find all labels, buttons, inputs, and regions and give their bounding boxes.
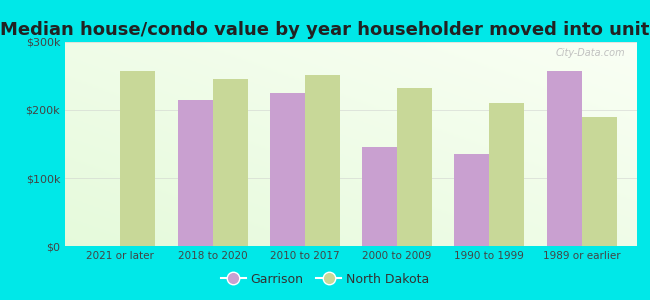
Bar [489, 103, 525, 246]
Bar [270, 93, 305, 246]
Text: Median house/condo value by year householder moved into unit: Median house/condo value by year househo… [0, 21, 650, 39]
Text: City-Data.com: City-Data.com [556, 48, 625, 58]
Bar [582, 117, 617, 246]
Legend: Garrison, North Dakota: Garrison, North Dakota [216, 268, 434, 291]
Bar [177, 100, 213, 246]
Bar [547, 70, 582, 246]
Bar [213, 80, 248, 246]
Bar [397, 88, 432, 246]
Bar [362, 147, 397, 246]
Bar [454, 154, 489, 246]
Bar [120, 70, 155, 246]
Bar [305, 75, 340, 246]
